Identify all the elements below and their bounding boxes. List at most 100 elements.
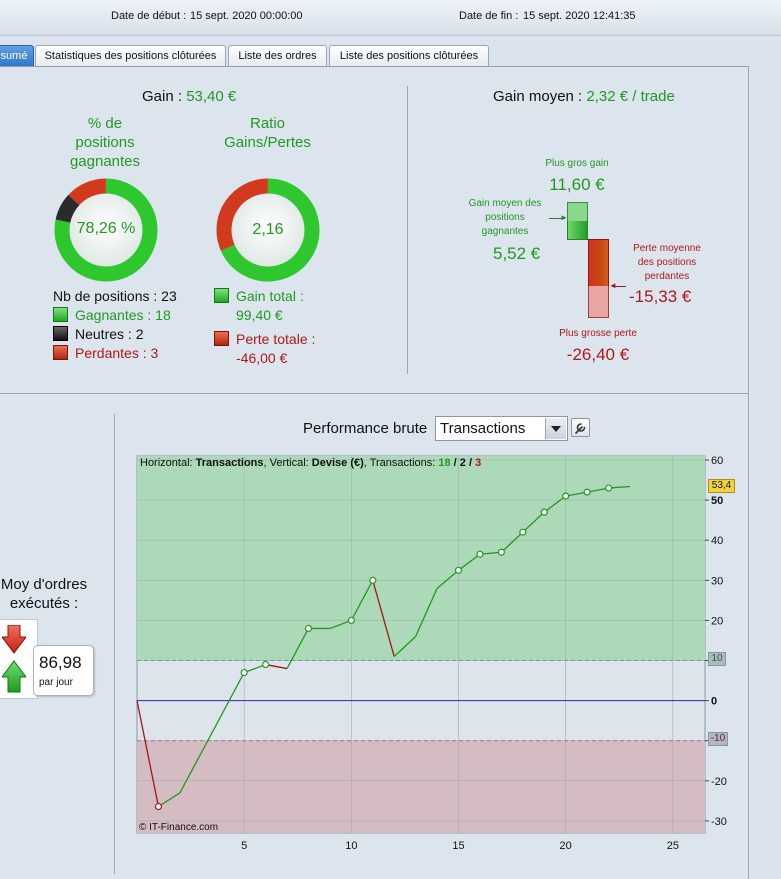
data-point: [497, 548, 505, 556]
info-horizontal-value: Transactions: [195, 457, 264, 469]
tab-bar: sumé Statistiques des positions clôturée…: [0, 45, 781, 66]
avg-loss-pointer: [612, 286, 626, 287]
winning-pct-title: % de positions gagnantes: [50, 114, 160, 171]
total-loss-value: -46,00 €: [236, 350, 288, 366]
avg-gain-label: Gain moyen :: [493, 88, 583, 105]
avg-loss-label-line1: Perte moyenne: [633, 243, 701, 254]
tab-closed-positions-stats[interactable]: Statistiques des positions clôturées: [35, 45, 226, 66]
lower-threshold-marker: -10: [708, 732, 728, 746]
series-segment: [565, 491, 588, 497]
avg-win-value: 5,52 €: [493, 244, 541, 263]
donut-neutral-segment: [55, 194, 80, 223]
performance-chart: 5 10 15 20 25 60 50 40 30 20 10 0 -10 -20 -30: [136, 455, 727, 852]
neutral-swatch: [53, 326, 68, 341]
chart-info-line: Horizontal: Transactions, Vertical: Devi…: [140, 457, 481, 469]
section-divider: [0, 393, 748, 394]
losing-swatch: [53, 345, 68, 360]
avg-win-label-line3: gagnantes: [481, 226, 529, 237]
series-segment: [350, 580, 374, 621]
series-segment: [522, 511, 545, 533]
info-losing-count: 3: [475, 457, 482, 469]
nb-positions: Nb de positions : 23: [53, 288, 177, 304]
series-segment: [415, 588, 438, 637]
data-point: [304, 624, 313, 633]
performance-mode-select[interactable]: Transactions: [435, 416, 568, 441]
series-segment: [286, 628, 310, 669]
chevron-down-icon: [551, 426, 561, 432]
x-tick-label: 15: [452, 840, 464, 852]
winning-pct-title-line3: gagnantes: [69, 153, 141, 170]
donut-hole: [70, 194, 142, 266]
panel-right-border: [748, 66, 749, 879]
info-separator: /: [465, 457, 476, 469]
total-gain-value: 99,40 €: [236, 307, 283, 323]
series-segment: [543, 495, 567, 513]
losing-count: Perdantes : 3: [75, 345, 159, 361]
winning-pct-value: 78,26 %: [76, 220, 136, 237]
orders-per-day-unit: par jour: [39, 677, 73, 688]
tab-resume[interactable]: sumé: [0, 45, 34, 66]
series-segment: [329, 619, 352, 630]
info-vertical-value: Devise (€): [311, 457, 364, 469]
ratio-title-line1: Ratio: [249, 115, 286, 132]
info-separator: /: [450, 457, 460, 469]
biggest-loss-label: Plus grosse perte: [559, 328, 637, 339]
biggest-gain-bar: [567, 202, 588, 221]
biggest-loss-value: -26,40 €: [566, 345, 630, 364]
winning-count: Gagnantes : 18: [75, 307, 171, 323]
series-segment: [179, 752, 202, 794]
series-segment: [393, 636, 417, 658]
tab-orders-list[interactable]: Liste des ordres: [228, 45, 327, 66]
info-transactions-label: , Transactions:: [363, 457, 439, 469]
donut-hole: [232, 194, 304, 266]
winning-pct-title-line1: % de: [87, 115, 123, 132]
biggest-gain-value: 11,60 €: [549, 175, 605, 194]
orders-per-day-value: 86,98: [39, 653, 82, 672]
data-point: [540, 508, 548, 516]
dropdown-button[interactable]: [545, 418, 566, 439]
avg-loss-value: -15,33 €: [629, 287, 692, 306]
data-point: [519, 528, 527, 536]
avg-gain-value: 2,32 € / trade: [586, 88, 675, 105]
performance-mode-value: Transactions: [440, 420, 526, 437]
tab-closed-positions-list[interactable]: Liste des positions clôturées: [329, 45, 489, 66]
y-tick-label: 0: [711, 696, 717, 708]
donut-winning-segment: [54, 178, 158, 282]
total-loss-label: Perte totale :: [236, 331, 316, 347]
series-segment: [265, 663, 288, 670]
avg-win-label: Gain moyen des positions gagnantes: [457, 197, 553, 239]
avg-win-pointer: [549, 218, 565, 219]
orders-label-line2: exécutés :: [9, 595, 79, 612]
avg-loss-bar: [588, 239, 609, 286]
data-point: [369, 576, 377, 584]
series-segment: [243, 663, 266, 674]
ratio-title: Ratio Gains/Pertes: [205, 114, 330, 152]
series-segment: [136, 700, 160, 807]
neutral-count: Neutres : 2: [75, 326, 144, 342]
y-tick-label: 60: [711, 455, 723, 467]
orders-arrows-icon: [2, 625, 26, 693]
biggest-loss-bar: [588, 286, 609, 318]
loss-zone: [137, 740, 705, 833]
series-segment: [158, 792, 181, 808]
data-point: [604, 484, 613, 492]
chart-credit: © IT-Finance.com: [139, 822, 219, 833]
info-horizontal-label: Horizontal:: [140, 457, 196, 469]
chart-settings-button[interactable]: [571, 418, 590, 437]
end-date-value: 15 sept. 2020 12:41:35: [523, 10, 636, 22]
data-point: [562, 492, 570, 500]
start-date-label: Date de début :: [111, 10, 187, 22]
donut-loss-segment: [216, 178, 269, 251]
last-value-badge: 53,4: [708, 479, 735, 493]
info-neutral-count: 2: [459, 457, 466, 469]
summary-divider: [407, 86, 408, 374]
data-point: [454, 566, 463, 574]
avg-win-bar: [567, 221, 588, 240]
biggest-gain-label: Plus gros gain: [545, 158, 609, 169]
series-segment: [500, 531, 524, 553]
series-segment: [372, 580, 395, 657]
ratio-value: 2,16: [252, 221, 284, 238]
data-point: [476, 550, 484, 558]
data-point: [154, 802, 163, 811]
y-tick-label: 20: [711, 615, 723, 627]
